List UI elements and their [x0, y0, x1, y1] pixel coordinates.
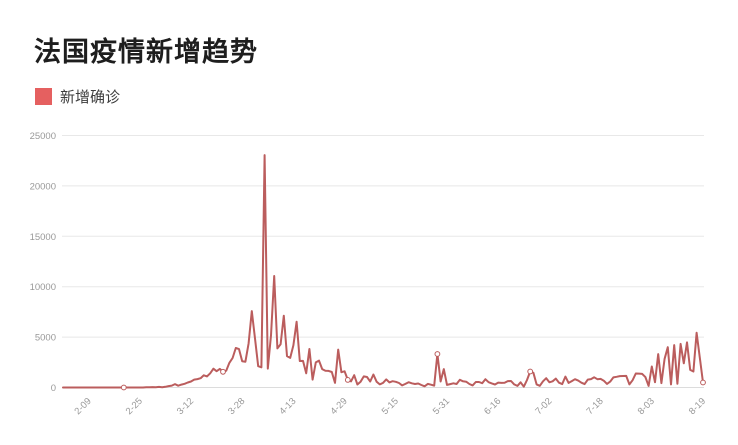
- x-axis-label: 5-15: [380, 396, 401, 417]
- y-axis-label: 10000: [30, 282, 56, 293]
- chart-legend: 新增确诊: [35, 86, 120, 107]
- x-axis-label: 4-13: [277, 396, 298, 417]
- y-axis-label: 15000: [30, 232, 56, 243]
- chart-title: 法国疫情新增趋势: [34, 37, 258, 67]
- x-axis-label: 7-18: [584, 396, 605, 417]
- trend-chart: 0 5000 10000 15000 20000 25000 2-09 2-25 3-12 3-2…: [30, 131, 709, 417]
- series-line: [62, 154, 704, 389]
- data-point-marker: [434, 351, 441, 357]
- y-axis-label: 5000: [35, 333, 56, 344]
- x-axis-label: 2-25: [124, 396, 145, 417]
- y-axis-label: 20000: [30, 181, 56, 192]
- y-axis-label: 0: [51, 383, 56, 394]
- data-point-marker: [700, 379, 706, 386]
- x-axis-label: 5-31: [431, 396, 452, 417]
- x-axis-label: 7-02: [533, 396, 554, 417]
- y-axis-label: 25000: [30, 131, 56, 142]
- legend-label: 新增确诊: [60, 89, 121, 106]
- chart-area: 0 5000 10000 15000 20000 25000 2-09 2-25 3-12 3-2…: [0, 120, 738, 445]
- x-axis-label: 8-03: [636, 396, 657, 417]
- x-axis-label: 6-16: [482, 396, 503, 417]
- data-point-marker: [344, 377, 351, 383]
- legend-swatch-icon: [35, 88, 52, 105]
- x-axis-label: 3-12: [175, 396, 196, 417]
- x-axis-label: 4-29: [328, 396, 349, 417]
- x-axis-label: 8-19: [687, 396, 708, 417]
- data-point-marker: [220, 368, 226, 375]
- x-axis-label: 2-09: [72, 396, 93, 417]
- data-point-marker: [120, 384, 127, 391]
- data-point-marker: [527, 368, 534, 375]
- x-axis-label: 3-28: [226, 396, 247, 417]
